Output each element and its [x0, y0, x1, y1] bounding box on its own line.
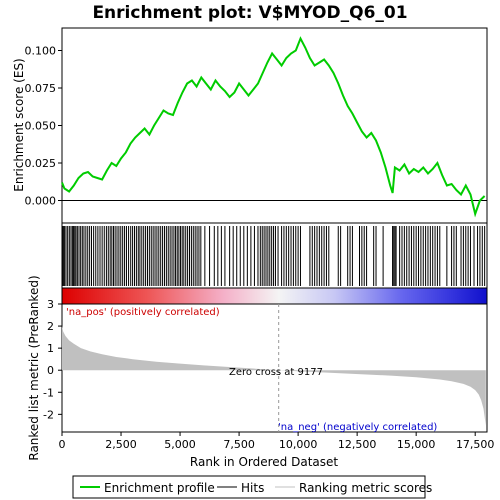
ranked-metric-y-tick-label: 1	[47, 342, 54, 355]
ranked-metric-y-tick-label: 2	[47, 320, 54, 333]
es-ylabel: Enrichment score (ES)	[12, 58, 26, 191]
es-y-tick-label: 0.000	[25, 195, 57, 208]
ranked-metric-y-tick-label: -1	[43, 386, 54, 399]
zero-cross-label: Zero cross at 9177	[229, 367, 323, 378]
x-tick-label: 10,000	[279, 438, 318, 451]
x-tick-label: 0	[59, 438, 66, 451]
ranked-metric-y-ticks: -2 -1 0 1 2 3	[43, 298, 62, 421]
x-tick-label: 15,000	[397, 438, 436, 451]
ranked-list-color-bar	[61, 287, 488, 305]
ranked-metric-y-tick-label: 3	[47, 298, 54, 311]
pos-label: 'na_pos' (positively correlated)	[66, 307, 220, 318]
legend: Enrichment profile Hits Ranking metric s…	[72, 475, 432, 499]
enrichment-profile-line	[61, 36, 486, 218]
ranked-metric-panel: -2 -1 0 1 2 3 'na_pos' (positively correlated…	[43, 298, 488, 433]
x-tick-label: 12,500	[338, 438, 377, 451]
ranking-metric-area	[62, 326, 486, 426]
es-panel: 0.000 0.025 0.050 0.075 0.100	[25, 27, 488, 224]
hits-panel	[61, 222, 488, 289]
x-tick-label: 2,500	[105, 438, 137, 451]
ranked-metric-y-tick-label: 0	[47, 364, 54, 377]
hits-lines	[61, 226, 486, 286]
legend-hits-label: Hits	[241, 481, 264, 495]
ranked-metric-ylabel: Ranked list metric (PreRanked)	[27, 275, 41, 460]
es-y-tick-label: 0.025	[25, 157, 57, 170]
x-tick-label: 5,000	[164, 438, 196, 451]
es-y-tick-label: 0.050	[25, 120, 57, 133]
ranked-metric-y-tick-label: -2	[43, 408, 54, 421]
chart-title: Enrichment plot: V$MYOD_Q6_01	[92, 3, 407, 23]
x-axis-label: Rank in Ordered Dataset	[190, 455, 338, 469]
legend-ranking-metric-label: Ranking metric scores	[299, 481, 432, 495]
neg-label: 'na_neg' (negatively correlated)	[278, 422, 437, 433]
legend-frame	[72, 475, 426, 499]
es-panel-frame	[61, 27, 488, 224]
color-bar-fill	[61, 287, 488, 305]
x-tick-label: 7,500	[223, 438, 255, 451]
legend-enrichment-profile-label: Enrichment profile	[104, 481, 215, 495]
x-axis-ticks: 0 2,500 5,000 7,500 10,000 12,500 15,000 17,500	[59, 432, 495, 451]
es-y-tick-label: 0.100	[25, 45, 57, 58]
x-tick-label: 17,500	[456, 438, 495, 451]
es-y-tick-label: 0.075	[25, 82, 57, 95]
es-y-ticks: 0.000 0.025 0.050 0.075 0.100	[25, 45, 62, 208]
